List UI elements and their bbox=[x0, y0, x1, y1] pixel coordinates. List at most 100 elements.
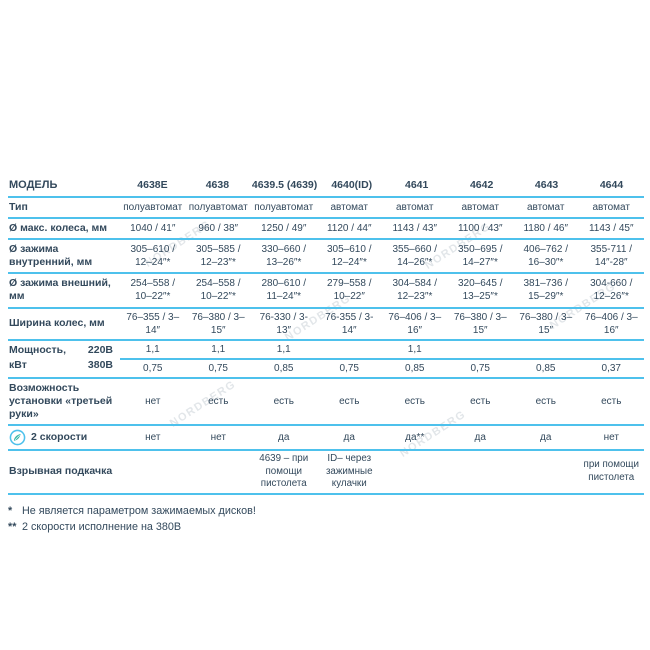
row-label: Ø зажима внутренний, мм bbox=[9, 243, 93, 269]
cell: 76-330 / 3-13″ bbox=[259, 311, 308, 336]
cell: да bbox=[474, 431, 486, 443]
cell: при помощи пистолета bbox=[583, 459, 639, 483]
cell: да bbox=[278, 431, 290, 443]
cell: 0,75 bbox=[470, 362, 490, 374]
voltage-380-label: 380В bbox=[87, 359, 113, 372]
cell: 0,75 bbox=[143, 362, 163, 374]
cell: автомат bbox=[592, 201, 630, 213]
cell: да** bbox=[405, 431, 425, 443]
cell: 280–610 / 11–24″* bbox=[261, 278, 307, 303]
row-power: Мощность, 220В кВт 380В 1,1 1,1 1,1 1,1 … bbox=[8, 341, 644, 379]
cell: 355–660 / 14–26″* bbox=[392, 244, 438, 269]
cell: 304-660 / 12–26″* bbox=[590, 278, 633, 303]
model-header: 4644 bbox=[599, 179, 624, 192]
cell: 305–585 / 12–23″* bbox=[196, 244, 241, 269]
cell: да bbox=[540, 431, 552, 443]
cell bbox=[448, 470, 514, 474]
cell: 254–558 / 10–22″* bbox=[130, 278, 176, 303]
cell: 254–558 / 10–22″* bbox=[196, 278, 241, 303]
power-label-line1: Мощность, bbox=[9, 344, 66, 357]
cell: да bbox=[343, 431, 355, 443]
model-header: 4639.5 (4639) bbox=[251, 179, 318, 192]
cell bbox=[382, 470, 448, 474]
footnote-marker: * bbox=[8, 505, 13, 518]
row-label: Ø макс. колеса, мм bbox=[9, 221, 108, 234]
cell: 76–355 / 3–14″ bbox=[126, 311, 180, 336]
cell bbox=[186, 470, 252, 474]
cell bbox=[579, 347, 645, 351]
model-header: 4638 bbox=[205, 179, 230, 192]
row-label: Ø зажима внешний, мм bbox=[9, 277, 111, 303]
cell: нет bbox=[603, 431, 619, 443]
cell: 279–558 / 10–22″ bbox=[327, 278, 372, 303]
footnote: * Не является параметром зажимаемых диск… bbox=[8, 503, 644, 519]
row-bead-blast: Взрывная подкачка 4639 – при помощи пист… bbox=[8, 451, 644, 496]
cell bbox=[513, 347, 579, 351]
cell bbox=[317, 347, 383, 351]
row-max-wheel: Ø макс. колеса, мм 1040 / 41″ 960 / 38″ … bbox=[8, 219, 644, 240]
cell: автомат bbox=[330, 201, 368, 213]
cell: 76–380 / 3–15″ bbox=[191, 311, 245, 336]
cell: 1143 / 45″ bbox=[588, 222, 634, 234]
cell: 1100 / 43″ bbox=[457, 222, 503, 234]
cell: 0,37 bbox=[601, 362, 621, 374]
row-clamp-outer: Ø зажима внешний, мм 254–558 / 10–22″* 2… bbox=[8, 274, 644, 309]
row-label: Ширина колес, мм bbox=[9, 316, 105, 329]
power-380-row: 0,75 0,75 0,85 0,75 0,85 0,75 0,85 0,37 bbox=[120, 360, 644, 377]
cell: 305–610 / 12–24″* bbox=[327, 244, 372, 269]
row-two-speeds: 2 скорости нет нет да да да** да да нет bbox=[8, 426, 644, 451]
cell: 330–660 / 13–26″* bbox=[261, 244, 307, 269]
footnote-text: 2 скорости исполнение на 380В bbox=[22, 521, 182, 534]
power-label: Мощность, 220В кВт 380В bbox=[8, 341, 120, 377]
cell: 0,75 bbox=[339, 362, 359, 374]
cell: автомат bbox=[527, 201, 565, 213]
cell: 355-711 / 14″-28″ bbox=[590, 244, 632, 269]
cell: нет bbox=[210, 431, 226, 443]
footnote-text: Не является параметром зажимаемых дисков… bbox=[22, 505, 256, 518]
table-header-row: МОДЕЛЬ 4638E 4638 4639.5 (4639) 4640(ID)… bbox=[8, 176, 644, 198]
cell: есть bbox=[601, 395, 622, 407]
cell: 76–380 / 3–15″ bbox=[453, 311, 507, 336]
cell: 350–695 / 14–27″* bbox=[458, 244, 503, 269]
model-header: 4641 bbox=[405, 179, 429, 192]
spec-table: МОДЕЛЬ 4638E 4638 4639.5 (4639) 4640(ID)… bbox=[8, 176, 644, 535]
power-values: 1,1 1,1 1,1 1,1 0,75 0,75 0,85 0,75 0,85… bbox=[120, 341, 644, 377]
cell bbox=[448, 347, 514, 351]
cell: 1040 / 41″ bbox=[130, 222, 176, 234]
cell: 1,1 bbox=[276, 343, 291, 355]
cell: 304–584 / 12–23″* bbox=[392, 278, 438, 303]
cell: 1,1 bbox=[211, 343, 226, 355]
cell: ID– через зажимные кулачки bbox=[325, 452, 373, 490]
cell: 0,75 bbox=[208, 362, 228, 374]
cell: 305–610 / 12–24″* bbox=[130, 244, 176, 269]
cell: есть bbox=[273, 395, 294, 407]
cell: 76-355 / 3-14″ bbox=[325, 311, 374, 336]
model-header: 4642 bbox=[469, 179, 494, 192]
footnote-marker: ** bbox=[8, 521, 17, 534]
model-header: 4638E bbox=[137, 179, 168, 192]
cell: 4639 – при помощи пистолета bbox=[259, 452, 309, 490]
cell bbox=[513, 470, 579, 474]
cell: автомат bbox=[461, 201, 499, 213]
model-header: 4643 bbox=[534, 179, 559, 192]
row-third-hand: Возможность установки «третьей руки» нет… bbox=[8, 379, 644, 426]
cell: есть bbox=[339, 395, 360, 407]
cell: 406–762 / 16–30″* bbox=[523, 244, 569, 269]
voltage-220-label: 220В bbox=[87, 344, 113, 357]
cell: есть bbox=[470, 395, 491, 407]
cell: 76–380 / 3–15″ bbox=[519, 311, 573, 336]
cell: полуавтомат bbox=[188, 201, 248, 213]
cell: полуавтомат bbox=[123, 201, 183, 213]
row-label: Тип bbox=[9, 200, 28, 213]
cell: 1,1 bbox=[145, 343, 160, 355]
cell: 960 / 38″ bbox=[198, 222, 239, 234]
cell: нет bbox=[145, 431, 161, 443]
power-label-line2: кВт bbox=[9, 359, 27, 372]
two-speeds-label: 2 скорости bbox=[8, 426, 120, 449]
cell: 1250 / 49″ bbox=[261, 222, 307, 234]
cell: автомат bbox=[396, 201, 434, 213]
cell: 0,85 bbox=[536, 362, 556, 374]
cell: 76–406 / 3–16″ bbox=[584, 311, 638, 336]
row-clamp-inner: Ø зажима внутренний, мм 305–610 / 12–24″… bbox=[8, 240, 644, 275]
cell: есть bbox=[535, 395, 556, 407]
